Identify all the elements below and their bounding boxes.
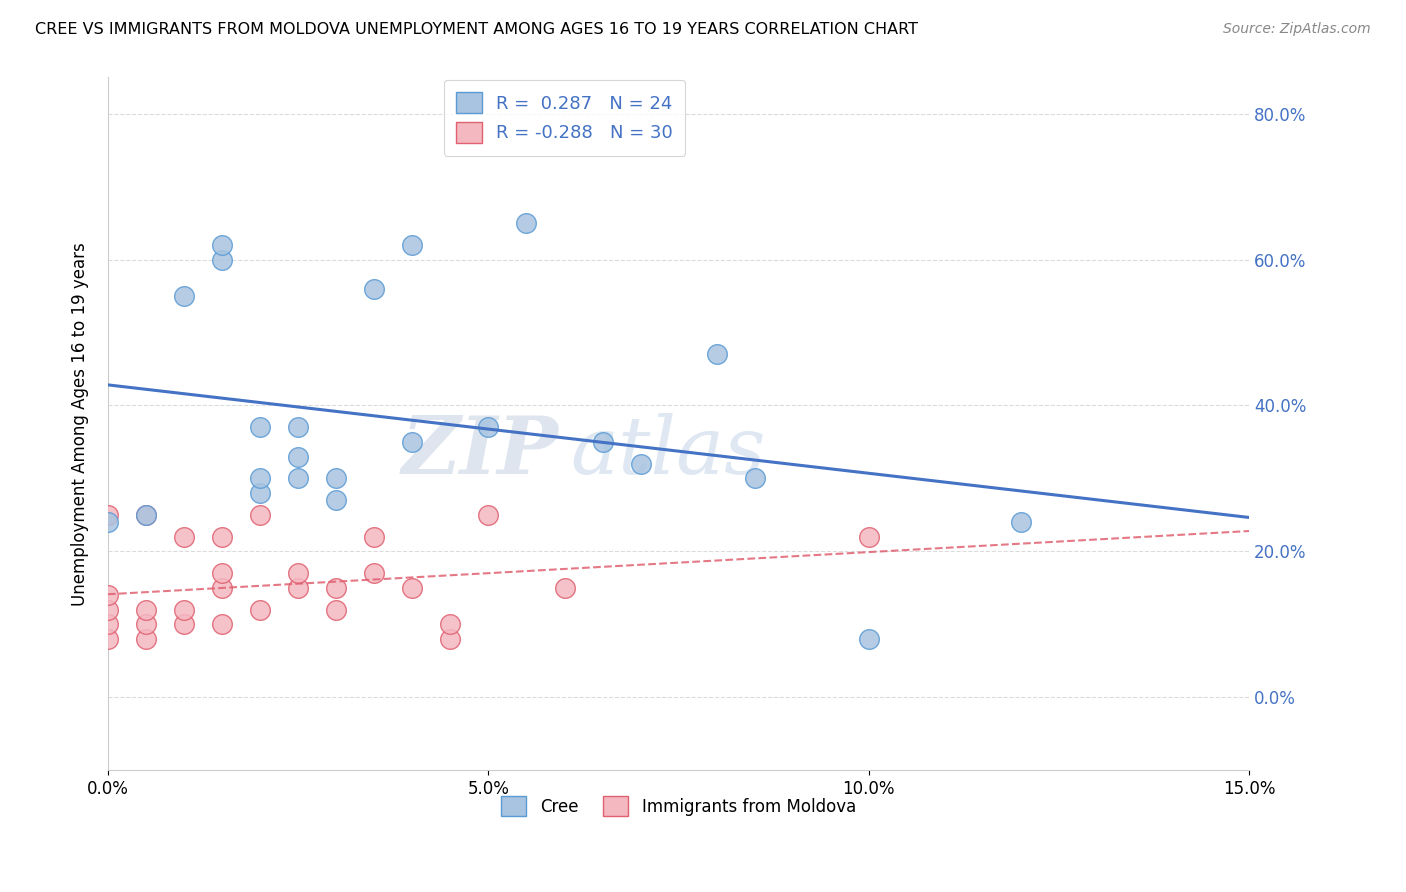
Text: ZIP: ZIP	[402, 413, 558, 491]
Point	[287, 566, 309, 581]
Point	[363, 566, 385, 581]
Point	[135, 632, 157, 646]
Point	[325, 493, 347, 508]
Point	[135, 617, 157, 632]
Point	[515, 216, 537, 230]
Point	[97, 602, 120, 616]
Point	[363, 282, 385, 296]
Point	[592, 434, 614, 449]
Point	[858, 530, 880, 544]
Point	[211, 238, 233, 252]
Point	[211, 566, 233, 581]
Point	[744, 471, 766, 485]
Text: Source: ZipAtlas.com: Source: ZipAtlas.com	[1223, 22, 1371, 37]
Point	[401, 581, 423, 595]
Point	[287, 471, 309, 485]
Point	[287, 420, 309, 434]
Text: CREE VS IMMIGRANTS FROM MOLDOVA UNEMPLOYMENT AMONG AGES 16 TO 19 YEARS CORRELATI: CREE VS IMMIGRANTS FROM MOLDOVA UNEMPLOY…	[35, 22, 918, 37]
Point	[173, 602, 195, 616]
Point	[249, 471, 271, 485]
Point	[249, 486, 271, 500]
Point	[401, 434, 423, 449]
Point	[173, 289, 195, 303]
Point	[325, 471, 347, 485]
Point	[553, 581, 575, 595]
Legend: Cree, Immigrants from Moldova: Cree, Immigrants from Moldova	[494, 788, 865, 824]
Point	[287, 450, 309, 464]
Point	[97, 508, 120, 522]
Point	[211, 617, 233, 632]
Point	[249, 602, 271, 616]
Point	[630, 457, 652, 471]
Point	[211, 581, 233, 595]
Point	[173, 617, 195, 632]
Point	[1010, 515, 1032, 529]
Point	[97, 515, 120, 529]
Point	[325, 581, 347, 595]
Point	[211, 252, 233, 267]
Point	[325, 602, 347, 616]
Point	[97, 617, 120, 632]
Point	[97, 632, 120, 646]
Point	[439, 617, 461, 632]
Point	[477, 508, 499, 522]
Point	[363, 530, 385, 544]
Point	[249, 508, 271, 522]
Text: atlas: atlas	[571, 413, 766, 491]
Point	[706, 347, 728, 361]
Point	[477, 420, 499, 434]
Y-axis label: Unemployment Among Ages 16 to 19 years: Unemployment Among Ages 16 to 19 years	[72, 242, 89, 606]
Point	[858, 632, 880, 646]
Point	[249, 420, 271, 434]
Point	[211, 530, 233, 544]
Point	[173, 530, 195, 544]
Point	[287, 581, 309, 595]
Point	[135, 508, 157, 522]
Point	[401, 238, 423, 252]
Point	[439, 632, 461, 646]
Point	[97, 588, 120, 602]
Point	[135, 602, 157, 616]
Point	[135, 508, 157, 522]
